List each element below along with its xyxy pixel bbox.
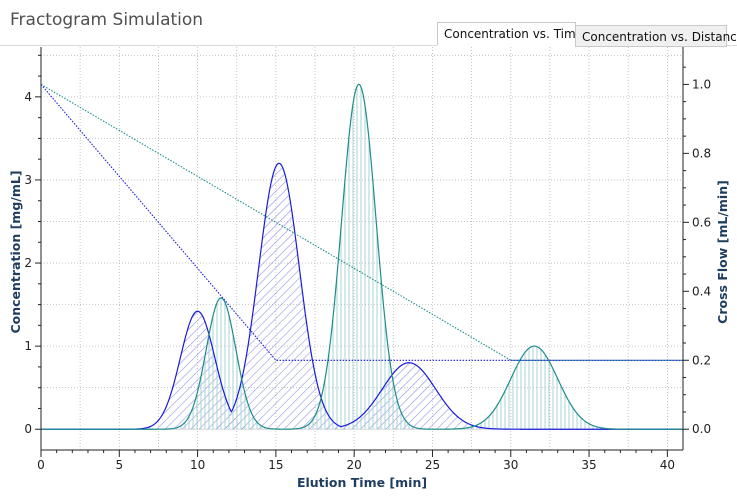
- peak-fill-blue-2: [187, 163, 371, 430]
- peak-fill-blue-1: [120, 311, 276, 430]
- y-tick-label: 1: [24, 339, 32, 353]
- y-tick-label: 3: [24, 173, 32, 187]
- y-tick-label: 4: [24, 90, 32, 104]
- peak-fill-blue-3: [289, 362, 529, 430]
- x-tick-label: 25: [425, 458, 440, 472]
- tab-concentration-vs-time[interactable]: Concentration vs. Time: [437, 22, 583, 46]
- peak-fill-teal-3: [428, 346, 640, 430]
- y2-tick-label: 0.4: [692, 284, 711, 298]
- x-tick-label: 20: [347, 458, 362, 472]
- series-line-teal: [41, 83, 683, 430]
- x-tick-label: 40: [660, 458, 675, 472]
- peak-fills: [120, 84, 640, 430]
- y-tick-label: 0: [24, 422, 32, 436]
- x-tick-label: 15: [268, 458, 283, 472]
- cross-flow-blue: [40, 84, 683, 361]
- axes: 0 5 10 15 20 25 30 35 40 0 1 2 3 4 0.0 0.2 0.4 0.6 0.8 1.0: [24, 47, 711, 472]
- y-tick-label: 2: [24, 256, 32, 270]
- series-lines: [41, 83, 683, 430]
- peak-fill-teal-2: [281, 84, 437, 430]
- peak-fill-teal-1: [154, 297, 289, 430]
- x-tick-label: 10: [190, 458, 205, 472]
- x-tick-label: 35: [581, 458, 596, 472]
- x-tick-label: 0: [37, 458, 45, 472]
- y2-tick-label: 0.6: [692, 215, 711, 229]
- y2-axis-label: Cross Flow [mL/min]: [715, 180, 730, 324]
- y-axis-label: Concentration [mg/mL]: [8, 170, 23, 333]
- tab-concentration-vs-distance[interactable]: Concentration vs. Distance: [575, 25, 737, 47]
- window-title: Fractogram Simulation: [10, 10, 204, 30]
- x-tick-label: 30: [503, 458, 518, 472]
- title-divider: [0, 45, 737, 46]
- y2-tick-label: 0.0: [692, 422, 711, 436]
- y2-tick-label: 0.2: [692, 353, 711, 367]
- x-axis-label: Elution Time [min]: [297, 475, 427, 490]
- y2-tick-label: 0.8: [692, 146, 711, 160]
- y2-tick-label: 1.0: [692, 77, 711, 91]
- x-tick-label: 5: [115, 458, 123, 472]
- cross-flow-lines: [40, 83, 683, 361]
- series-line-blue: [41, 162, 683, 430]
